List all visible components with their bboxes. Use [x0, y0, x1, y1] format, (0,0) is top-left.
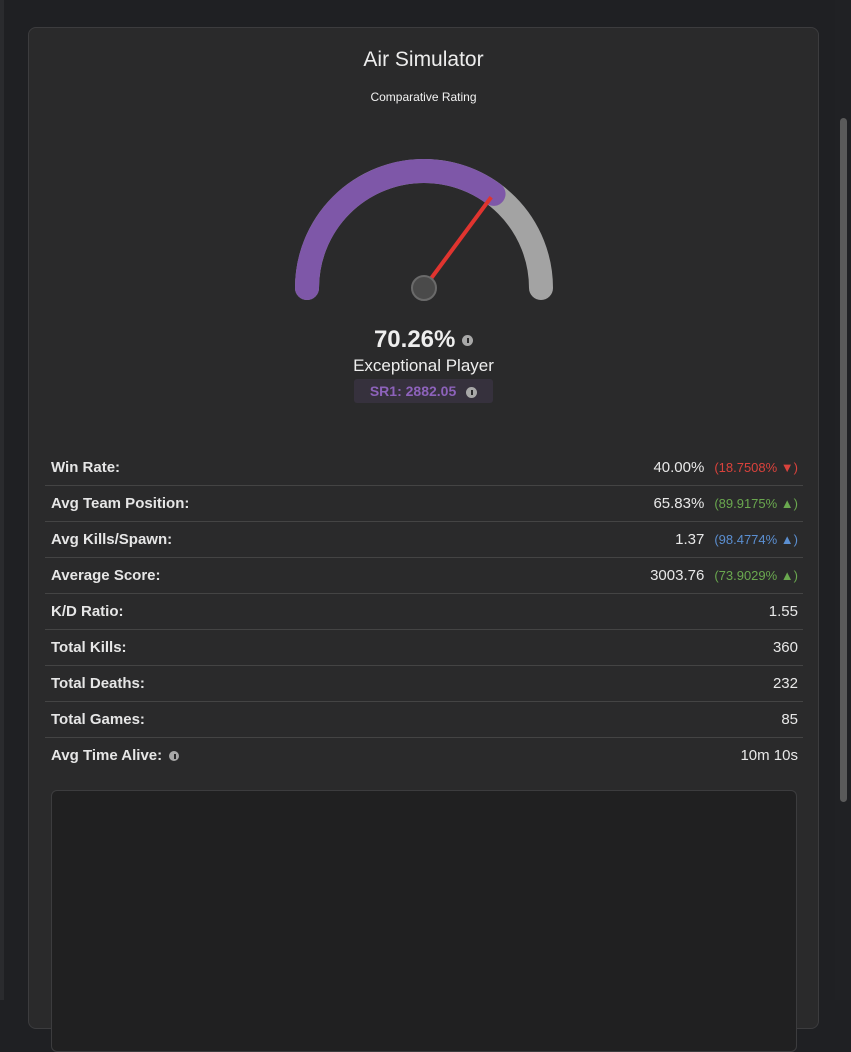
gauge-hub	[411, 275, 437, 301]
stat-row: Avg Time Alive: 10m 10s	[45, 738, 803, 773]
stat-label: Total Kills:	[51, 639, 127, 656]
stat-value: 10m 10s	[740, 747, 798, 764]
stat-value-cell: 40.00% (18.7508% ▼)	[653, 459, 798, 476]
scrollbar[interactable]	[835, 0, 851, 1000]
gauge-fill	[295, 159, 506, 300]
stat-value: 232	[772, 675, 798, 692]
stat-label-cell: Avg Time Alive:	[51, 747, 180, 764]
stat-value-cell: 360	[773, 639, 798, 656]
stat-value-cell: 3003.76 (73.9029% ▲)	[650, 567, 798, 584]
stat-row: Average Score: 3003.76 (73.9029% ▲)	[45, 558, 803, 594]
stat-label-cell: Total Deaths:	[51, 675, 145, 692]
stat-label-cell: Avg Kills/Spawn:	[51, 531, 172, 548]
stat-value: 3003.76	[650, 567, 705, 584]
stat-label: Total Deaths:	[51, 675, 145, 692]
rating-percent: 70.26%	[373, 326, 456, 353]
sr-badge: SR1: 2882.05	[354, 379, 493, 403]
stat-row: Avg Team Position: 65.83% (89.9175% ▲)	[45, 486, 803, 522]
card-subtitle: Comparative Rating	[370, 90, 477, 104]
stat-label-cell: K/D Ratio:	[51, 603, 124, 620]
card-title: Air Simulator	[363, 48, 484, 71]
stat-value: 40.00%	[653, 459, 705, 476]
stat-label: Total Games:	[51, 711, 145, 728]
stat-row: Avg Kills/Spawn: 1.37 (98.4774% ▲)	[45, 522, 803, 558]
scroll-thumb[interactable]	[840, 118, 847, 802]
stat-row: K/D Ratio: 1.55	[45, 594, 803, 630]
stat-delta: (18.7508% ▼)	[714, 460, 798, 475]
stat-label: Win Rate:	[51, 459, 121, 476]
stat-value-cell: 85	[781, 711, 798, 728]
stat-label: Avg Team Position:	[51, 495, 190, 512]
stat-value-cell: 65.83% (89.9175% ▲)	[653, 495, 798, 512]
stat-row: Total Kills: 360	[45, 630, 803, 666]
stat-value: 85	[781, 711, 798, 728]
stat-row: Total Games: 85	[45, 702, 803, 738]
stat-value-cell: 232	[773, 675, 798, 692]
stat-row: Total Deaths: 232	[45, 666, 803, 702]
rating-label: Exceptional Player	[353, 356, 494, 375]
stat-value-cell: 1.37 (98.4774% ▲)	[675, 531, 798, 548]
stat-delta: (98.4774% ▲)	[714, 532, 798, 547]
stat-value: 1.55	[768, 603, 798, 620]
rating-percent-row: 70.26%	[29, 326, 818, 354]
chart-panel	[51, 790, 797, 1052]
gauge	[295, 159, 553, 301]
stat-label-cell: Avg Team Position:	[51, 495, 189, 512]
stat-label: Avg Kills/Spawn:	[51, 531, 173, 548]
sr-text: SR1: 2882.05	[369, 383, 457, 399]
info-icon[interactable]	[462, 335, 474, 347]
stat-delta: (73.9029% ▲)	[714, 568, 798, 583]
stat-label-cell: Total Games:	[51, 711, 145, 728]
stat-label: Avg Time Alive:	[51, 747, 163, 764]
stat-value: 65.83%	[653, 495, 705, 512]
info-icon[interactable]	[169, 751, 180, 762]
stat-label-cell: Average Score:	[51, 567, 161, 584]
info-icon[interactable]	[466, 386, 478, 398]
stat-delta: (89.9175% ▲)	[714, 496, 798, 511]
stat-value-cell: 1.55	[769, 603, 798, 620]
gauge-needle	[422, 195, 493, 290]
stats-table: Win Rate: 40.00% (18.7508% ▼) Avg Team Posi…	[45, 450, 803, 773]
side-edge	[0, 0, 4, 1000]
stat-label: K/D Ratio:	[51, 603, 124, 620]
stat-value: 360	[772, 639, 798, 656]
stat-label: Average Score:	[51, 567, 161, 584]
stat-value: 1.37	[675, 531, 705, 548]
stat-label-cell: Total Kills:	[51, 639, 127, 656]
stats-card: Air Simulator Comparative Rating 70.26% …	[28, 27, 819, 1052]
stat-row: Win Rate: 40.00% (18.7508% ▼)	[45, 450, 803, 486]
stat-value-cell: 10m 10s	[740, 747, 798, 764]
stat-label-cell: Win Rate:	[51, 459, 120, 476]
